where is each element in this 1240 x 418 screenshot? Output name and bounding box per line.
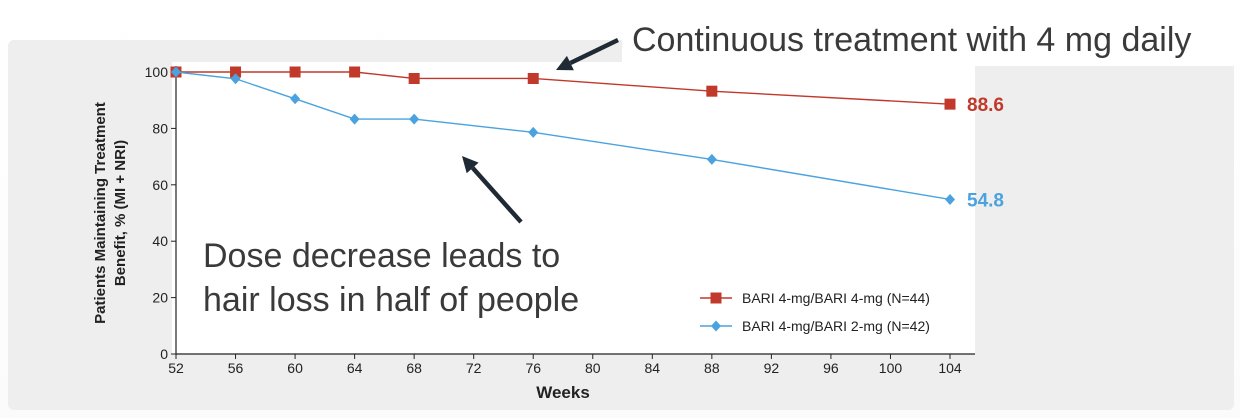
- x-axis-title: Weeks: [536, 383, 590, 402]
- callout-bottom-line1: Dose decrease leads to: [203, 237, 561, 275]
- end-value-label: 54.8: [967, 190, 1004, 211]
- x-tick-label: 72: [466, 360, 482, 376]
- x-tick-label: 76: [525, 360, 541, 376]
- callout-arrows: [462, 37, 619, 224]
- x-tick-label: 104: [938, 360, 962, 376]
- data-point: [706, 85, 718, 97]
- arrow-head: [556, 55, 574, 71]
- x-tick-label: 80: [585, 360, 601, 376]
- x-tick-label: 68: [406, 360, 422, 376]
- data-point: [349, 113, 360, 125]
- data-point: [289, 66, 301, 78]
- x-tick-label: 84: [645, 360, 661, 376]
- legend-label: BARI 4-mg/BARI 2-mg (N=42): [742, 318, 930, 334]
- data-point: [528, 126, 539, 138]
- legend-marker: [711, 320, 721, 332]
- x-tick-label: 92: [764, 360, 780, 376]
- data-point: [408, 72, 420, 84]
- series-2: 54.8: [171, 66, 1004, 211]
- arrow-top: [556, 37, 619, 71]
- data-point: [409, 113, 420, 125]
- y-tick-label: 40: [152, 233, 168, 249]
- chart-series: 88.6 54.8: [170, 66, 1004, 211]
- legend-label: BARI 4-mg/BARI 4-mg (N=44): [742, 290, 930, 306]
- y-tick-label: 80: [152, 120, 168, 136]
- callout-continuous-treatment: Continuous treatment with 4 mg daily: [622, 14, 1240, 66]
- y-tick-label: 60: [152, 177, 168, 193]
- x-tick-label: 56: [228, 360, 244, 376]
- y-tick-label: 20: [152, 290, 168, 306]
- series-line: [176, 71, 951, 105]
- arrow-bottom: [462, 156, 523, 224]
- data-point: [706, 153, 717, 165]
- data-point: [945, 193, 955, 205]
- data-point: [527, 72, 539, 84]
- legend-marker: [710, 292, 722, 304]
- y-tick-label: 0: [160, 346, 168, 362]
- end-value-label: 88.6: [967, 95, 1004, 116]
- x-tick-label: 60: [287, 360, 303, 376]
- data-point: [171, 66, 181, 78]
- y-tick-label: 100: [145, 64, 169, 80]
- callout-dose-decrease: Dose decrease leads to hair loss in half…: [193, 228, 645, 326]
- series-line: [175, 71, 951, 201]
- callout-top-text: Continuous treatment with 4 mg daily: [632, 21, 1192, 59]
- arrow-shaft: [470, 166, 523, 224]
- x-tick-label: 64: [347, 360, 363, 376]
- data-point: [944, 98, 956, 110]
- x-tick-label: 52: [168, 360, 184, 376]
- arrow-shaft: [569, 37, 619, 66]
- data-point: [290, 93, 301, 105]
- data-point: [349, 66, 361, 78]
- y-axis-title-line2: Benefit, % (MI + NRI): [112, 140, 129, 286]
- chart-legend: BARI 4-mg/BARI 4-mg (N=44) BARI 4-mg/BARI…: [700, 290, 930, 334]
- callout-bottom-line2: hair loss in half of people: [203, 281, 580, 319]
- arrow-head: [462, 156, 479, 174]
- y-axis-title-line1: Patients Maintaining Treatment: [92, 102, 109, 324]
- data-point: [230, 73, 241, 85]
- x-tick-label: 100: [879, 360, 903, 376]
- data-point: [230, 66, 242, 78]
- x-tick-label: 88: [704, 360, 720, 376]
- x-tick-label: 96: [823, 360, 839, 376]
